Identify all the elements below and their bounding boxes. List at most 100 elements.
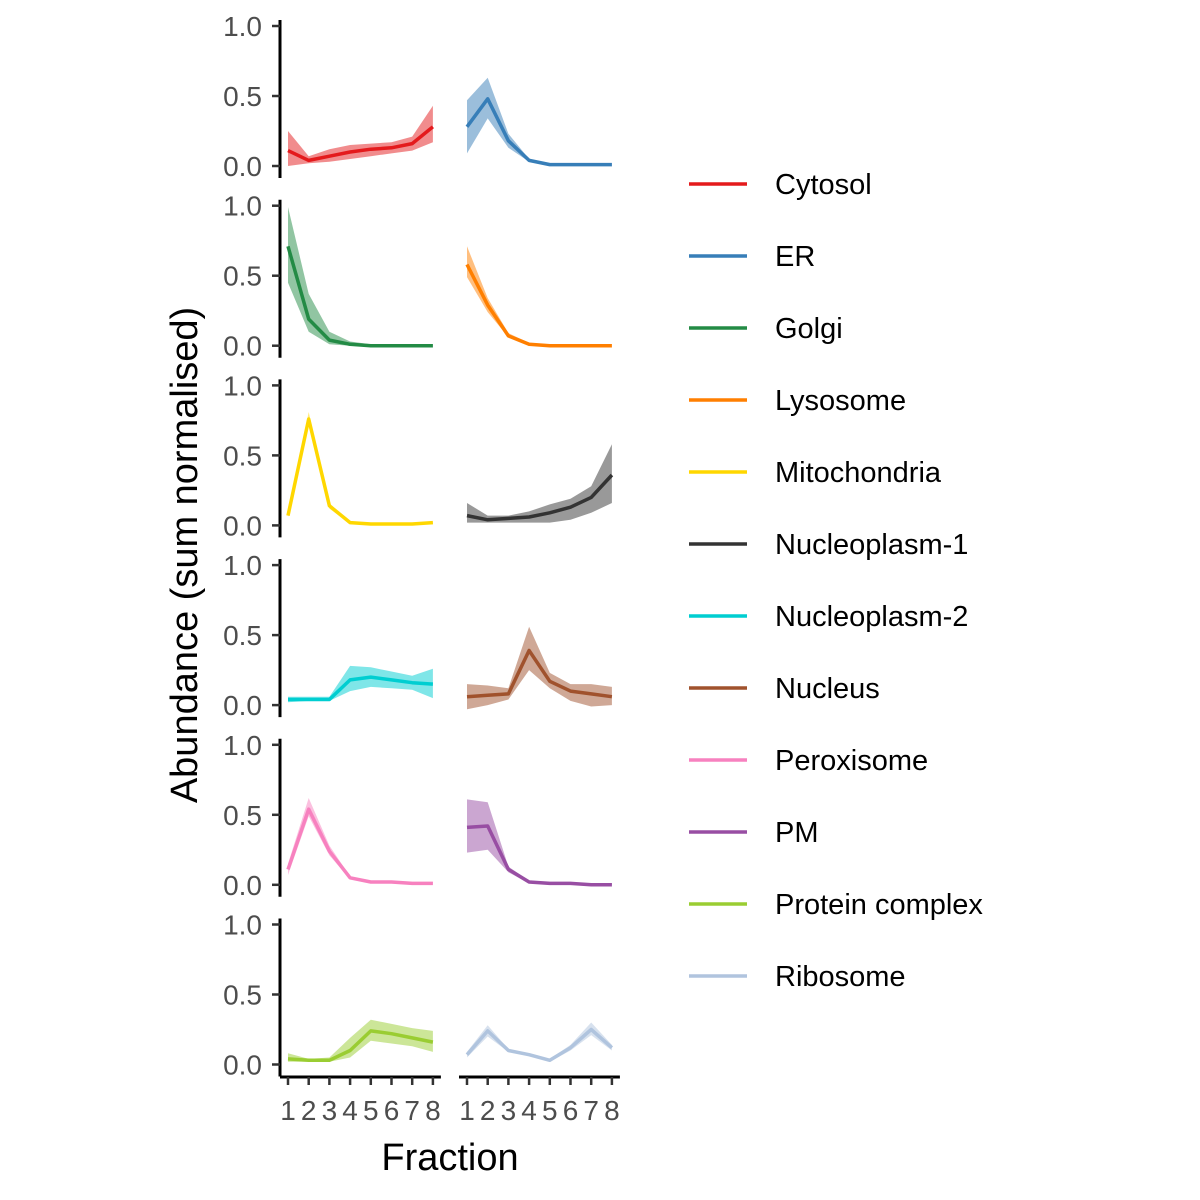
y-tick-label: 1.0: [223, 191, 262, 222]
series-mitochondria: [286, 412, 434, 526]
x-tick-label: 5: [363, 1095, 379, 1126]
legend-item: Nucleoplasm-1: [689, 529, 968, 561]
confidence-band: [288, 105, 433, 166]
series-peroxisome: [286, 798, 433, 886]
series-protein-complex: [287, 1019, 434, 1063]
y-tick-label: 0.5: [223, 81, 262, 112]
legend-label: Mitochondria: [775, 457, 942, 489]
confidence-band: [467, 246, 612, 346]
y-tick-label: 0.0: [223, 1050, 262, 1081]
series-ribosome: [465, 1022, 614, 1063]
legend-label: Golgi: [775, 313, 843, 345]
legend-item: ER: [689, 241, 815, 273]
legend-item: Peroxisome: [689, 745, 928, 777]
y-axis-row-4: 0.0 0.5 1.0: [223, 550, 282, 721]
series-line: [286, 245, 433, 348]
x-tick-label: 7: [404, 1095, 420, 1126]
confidence-band: [467, 799, 612, 885]
x-tick-label: 6: [384, 1095, 400, 1126]
x-tick-label: 3: [322, 1095, 338, 1126]
x-tick-label: 8: [604, 1095, 620, 1126]
series-line: [465, 97, 612, 167]
series-cytosol: [287, 105, 435, 166]
legend-item: Ribosome: [689, 961, 906, 993]
y-tick-label: 0.0: [223, 690, 262, 721]
y-axis-title: Abundance (sum normalised): [164, 307, 206, 803]
x-axis-title: Fraction: [381, 1137, 518, 1179]
y-tick-label: 1.0: [223, 730, 262, 761]
confidence-band: [467, 444, 612, 523]
series-line: [466, 824, 612, 887]
series-nucleoplasm-1: [466, 444, 614, 523]
x-tick-label: 6: [563, 1095, 579, 1126]
y-tick-label: 0.0: [223, 151, 262, 182]
y-tick-label: 0.5: [223, 980, 262, 1011]
y-axis-row-2: 0.0 0.5 1.0: [223, 191, 282, 362]
series-nucleoplasm-2: [288, 665, 434, 703]
legend-item: PM: [689, 817, 819, 849]
x-tick-label: 1: [459, 1095, 475, 1126]
x-tick-label: 2: [301, 1095, 317, 1126]
y-tick-label: 1.0: [223, 370, 262, 401]
y-tick-label: 0.0: [223, 331, 262, 362]
series-line: [287, 125, 435, 163]
series-line: [287, 1029, 434, 1063]
series-line: [286, 417, 434, 526]
legend-item: Mitochondria: [689, 457, 942, 489]
legend-item: Golgi: [689, 313, 843, 345]
series-pm: [466, 799, 612, 887]
y-tick-label: 0.5: [223, 620, 262, 651]
series-line: [465, 263, 612, 348]
confidence-band: [288, 665, 433, 703]
x-tick-label: 5: [542, 1095, 558, 1126]
series-golgi: [286, 207, 433, 348]
legend-item: Cytosol: [689, 169, 872, 201]
x-tick-label: 1: [280, 1095, 296, 1126]
y-axis-row-6: 0.0 0.5 1.0: [223, 910, 282, 1081]
y-tick-label: 0.0: [223, 870, 262, 901]
series-line: [466, 473, 614, 522]
x-tick-label: 7: [583, 1095, 599, 1126]
legend-label: Nucleus: [775, 673, 880, 705]
y-tick-label: 1.0: [223, 910, 262, 941]
y-axis-row-1: 0.0 0.5 1.0: [223, 11, 282, 182]
y-tick-label: 0.5: [223, 261, 262, 292]
series-line: [466, 648, 613, 699]
y-tick-label: 0.0: [223, 510, 262, 541]
series-er: [465, 77, 612, 167]
series-lysosome: [465, 246, 612, 348]
x-tick-label: 3: [501, 1095, 517, 1126]
y-tick-label: 0.5: [223, 800, 262, 831]
legend-label: Lysosome: [775, 385, 906, 417]
legend-label: Nucleoplasm-2: [775, 601, 968, 633]
x-tick-label: 8: [425, 1095, 441, 1126]
legend-label: Peroxisome: [775, 745, 928, 777]
confidence-band: [288, 207, 433, 346]
y-tick-label: 1.0: [223, 550, 262, 581]
chart-panels: 0.00.51.00.00.51.00.00.51.00.00.51.00.00…: [223, 11, 614, 1081]
x-tick-label: 4: [521, 1095, 537, 1126]
legend: Cytosol ER Golgi Lysosome Mitochondria Nucleo…: [689, 169, 983, 993]
x-tick-label: 4: [342, 1095, 358, 1126]
y-axis-row-3: 0.0 0.5 1.0: [223, 370, 282, 541]
y-tick-label: 1.0: [223, 11, 262, 42]
y-axis-row-5: 0.0 0.5 1.0: [223, 730, 282, 901]
legend-item: Lysosome: [689, 385, 906, 417]
legend-label: Protein complex: [775, 889, 983, 921]
legend-label: Ribosome: [775, 961, 906, 993]
series-line: [465, 1027, 614, 1063]
y-tick-label: 0.5: [223, 440, 262, 471]
legend-label: ER: [775, 241, 815, 273]
legend-item: Protein complex: [689, 889, 983, 921]
legend-label: PM: [775, 817, 819, 849]
legend-label: Cytosol: [775, 169, 872, 201]
series-nucleus: [466, 626, 613, 710]
x-tick-label: 2: [480, 1095, 496, 1126]
confidence-band: [467, 77, 612, 165]
legend-item: Nucleoplasm-2: [689, 601, 968, 633]
confidence-band: [467, 1022, 612, 1062]
